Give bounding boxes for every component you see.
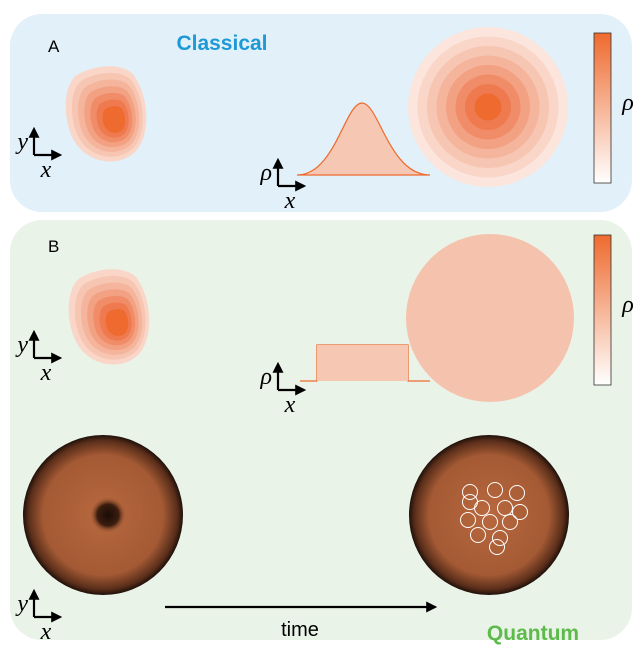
- axis-label: x: [284, 392, 296, 418]
- axis-label: y: [15, 129, 28, 155]
- panel-title: Classical: [176, 32, 267, 55]
- axis-label: y: [15, 591, 28, 617]
- axis-label: x: [40, 360, 52, 386]
- colorbar: [594, 235, 611, 385]
- panel-title: Quantum: [487, 622, 579, 645]
- colorbar-label: ρ: [621, 292, 634, 318]
- axis-label: x: [40, 619, 52, 645]
- figure: A Classical B Quantum ρ ρ time yxρxyxρxy…: [0, 0, 637, 646]
- colorbar: [594, 33, 611, 183]
- axis-label: x: [40, 157, 52, 183]
- axis-label: x: [284, 188, 296, 214]
- colorbar-label: ρ: [621, 90, 634, 116]
- vortex: [90, 497, 126, 533]
- flat-fill: [317, 345, 408, 381]
- axis-label: ρ: [259, 364, 272, 390]
- panel-label: A: [48, 37, 60, 56]
- axis-label: y: [15, 332, 28, 358]
- panel-label: B: [48, 237, 59, 256]
- uniform-disk: [406, 234, 574, 402]
- axis-label: ρ: [259, 160, 272, 186]
- arrow-label: time: [281, 619, 319, 641]
- density-ring: [475, 94, 502, 121]
